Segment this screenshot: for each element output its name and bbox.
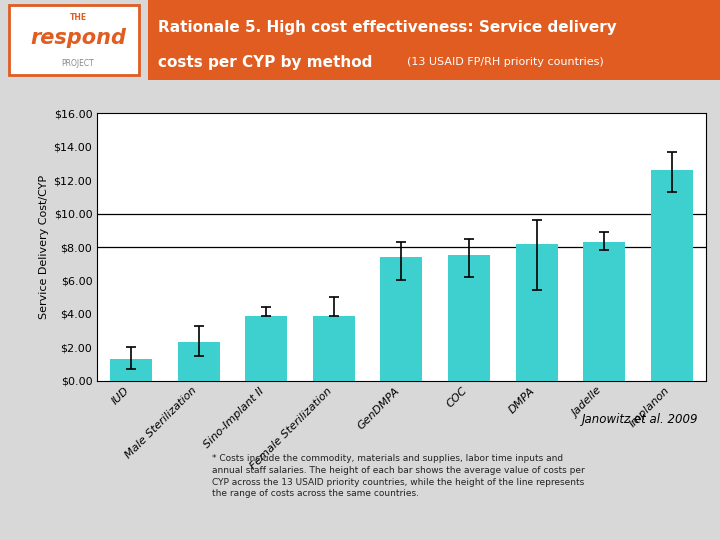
Text: THE: THE [70,13,86,22]
Text: * Costs include the commodity, materials and supplies, labor time inputs and
ann: * Costs include the commodity, materials… [212,454,585,498]
Bar [110,359,152,381]
Bar [313,315,355,381]
Bar [178,342,220,381]
Bar [448,255,490,381]
Text: costs per CYP by method: costs per CYP by method [158,55,378,70]
Text: respond: respond [30,28,126,48]
Text: PROJECT: PROJECT [62,59,94,69]
Bar [148,0,720,80]
Bar [516,244,557,381]
Bar [380,257,423,381]
Text: (13 USAID FP/RH priority countries): (13 USAID FP/RH priority countries) [407,57,603,68]
Bar [246,315,287,381]
Y-axis label: Service Delivery Cost/CYP: Service Delivery Cost/CYP [40,175,50,319]
Text: Rationale 5. High cost effectiveness: Service delivery: Rationale 5. High cost effectiveness: Se… [158,21,617,36]
Bar [9,5,139,75]
Text: Janowitz et al. 2009: Janowitz et al. 2009 [582,413,698,426]
Bar [583,242,625,381]
Bar [651,170,693,381]
